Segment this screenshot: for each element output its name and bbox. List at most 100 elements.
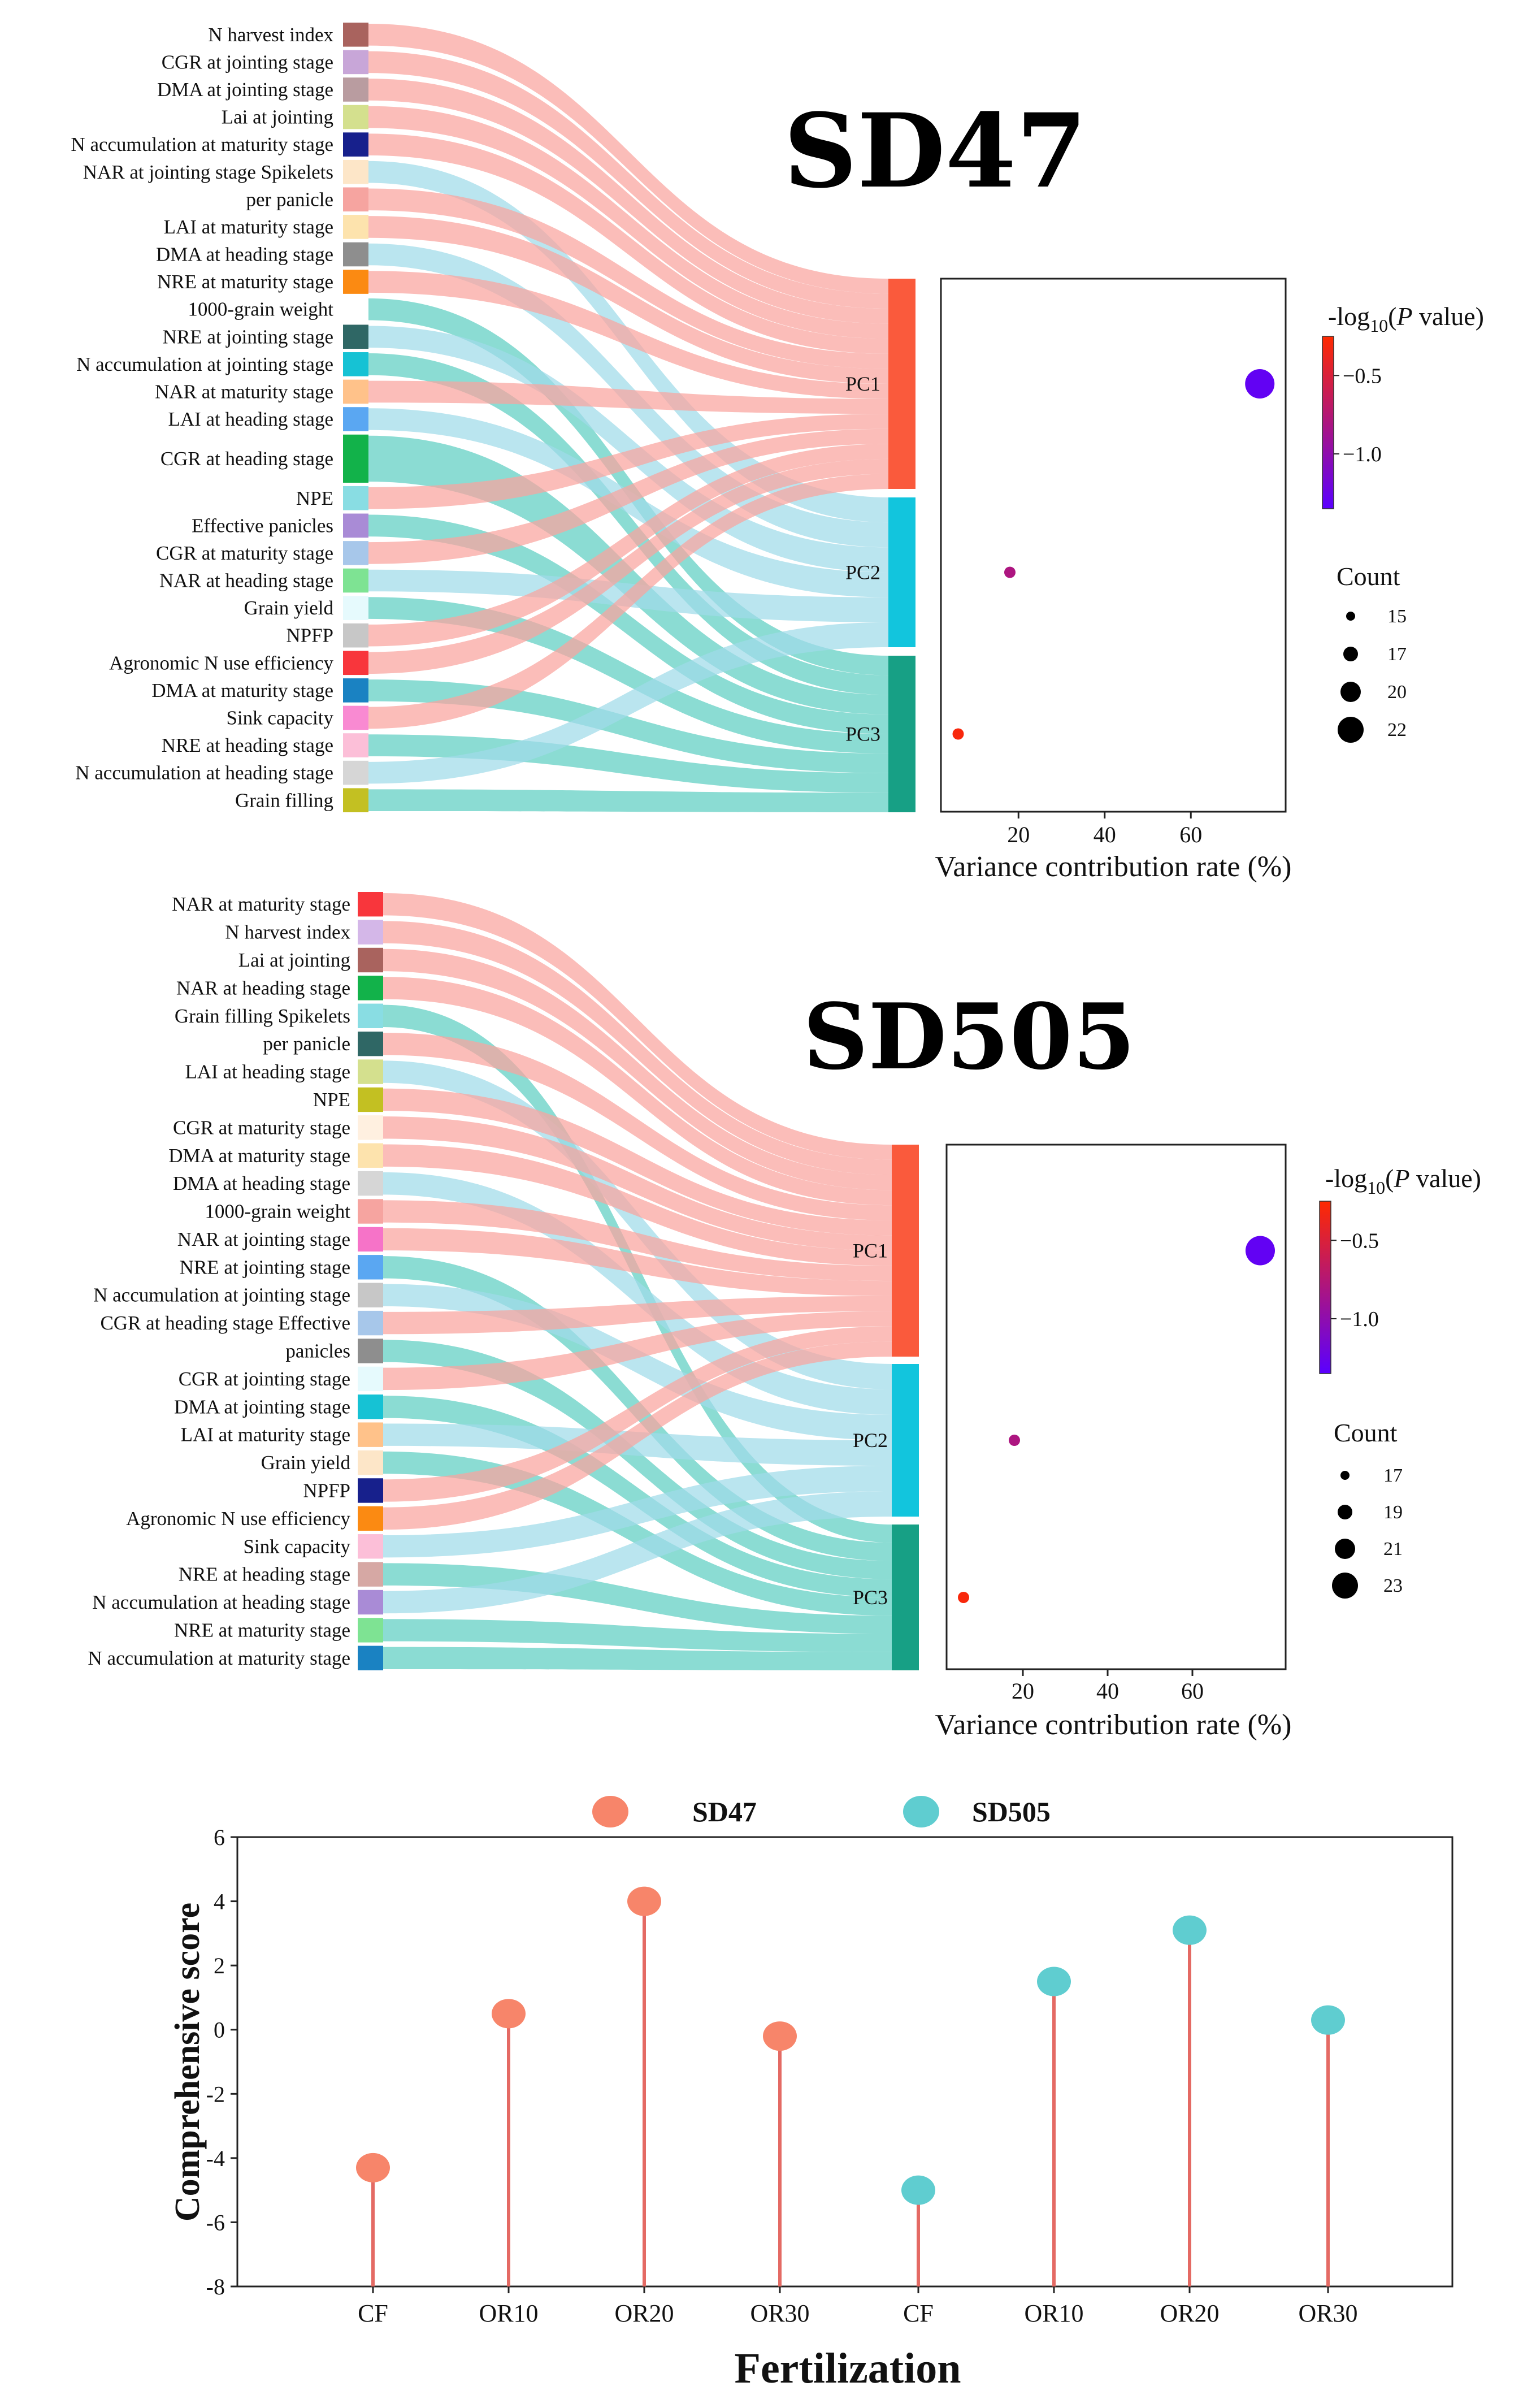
sankey-left-label: NRE at heading stage [179, 1564, 350, 1586]
sankey-link [383, 949, 892, 1190]
sankey-left-node [343, 651, 368, 675]
count-legend-label: 23 [1383, 1575, 1403, 1596]
sankey-link [383, 1491, 892, 1614]
score-point-sd47 [492, 1999, 526, 2029]
sd47-bubble-xticks: 20 40 60 [1007, 812, 1202, 847]
sankey-left-node [343, 760, 368, 785]
sankey-left-node [358, 1003, 383, 1028]
sankey-link [383, 1032, 892, 1220]
sankey-link [368, 353, 888, 695]
sankey-left-node [343, 434, 368, 483]
sd505-colorbar-title: -log10(P value) [1325, 1164, 1481, 1198]
sankey-left-label: Grain filling Spikelets [175, 1005, 350, 1027]
sankey-link [383, 1619, 892, 1652]
sankey-left-label: Grain filling [235, 789, 333, 811]
count-legend-label: 17 [1387, 644, 1407, 665]
bubble-xtick-label: 40 [1096, 1678, 1119, 1704]
sankey-left-label: Grain yield [261, 1452, 351, 1474]
sankey-link [368, 106, 888, 339]
score-stems [371, 1901, 1330, 2286]
score-ytick-label: -8 [206, 2274, 225, 2299]
sankey-left-label: N harvest index [225, 921, 350, 943]
count-legend-dot [1335, 1539, 1355, 1559]
sankey-link [383, 1423, 892, 1466]
sankey-left-label: NAR at maturity stage [172, 893, 350, 915]
sd47-colorbar [1322, 336, 1334, 509]
sd505-bubble-xlabel: Variance contribution rate (%) [935, 1709, 1292, 1741]
sankey-left-node [343, 788, 368, 812]
bubble-xtick-label: 60 [1181, 1678, 1204, 1704]
colorbar-tick-label: −0.5 [1340, 1229, 1379, 1253]
sankey-left-node [358, 1450, 383, 1475]
sankey-left-node [358, 1339, 383, 1363]
sankey-pc-label: PC1 [853, 1240, 888, 1262]
sankey-left-node [358, 1645, 383, 1670]
sankey-left-node [358, 1506, 383, 1531]
score-xtick-label: OR10 [1024, 2299, 1083, 2327]
sankey-left-node [343, 705, 368, 730]
sankey-link [368, 514, 888, 734]
sankey-left-node [358, 1255, 383, 1280]
sd505-links [383, 893, 892, 1670]
sankey-left-node [343, 77, 368, 102]
sankey-link [368, 622, 888, 784]
sankey-link [383, 1296, 892, 1335]
score-ytick-label: 4 [214, 1889, 225, 1915]
sankey-link [383, 1060, 892, 1389]
sankey-left-node [343, 324, 368, 349]
sd505-colorbar [1319, 1201, 1331, 1374]
sankey-left-label: N harvest index [208, 24, 333, 46]
sankey-left-label: CGR at jointing stage [179, 1368, 350, 1390]
sankey-pc-label: PC3 [853, 1586, 888, 1609]
sankey-pc-label: PC3 [845, 723, 880, 746]
sankey-link [383, 1396, 892, 1597]
score-xtick-label: OR20 [614, 2299, 674, 2327]
score-xtick-label: OR30 [1298, 2299, 1357, 2327]
sankey-left-node [358, 1059, 383, 1084]
sankey-link [383, 1116, 892, 1251]
score-xtick-label: OR30 [750, 2299, 809, 2327]
sankey-left-node [358, 976, 383, 1001]
sankey-link [368, 51, 888, 309]
count-legend-dot [1340, 1471, 1350, 1480]
colorbar-tick-label: −1.0 [1343, 443, 1382, 466]
sankey-link [368, 597, 888, 754]
sankey-left-node [358, 1115, 383, 1140]
legend-marker-sd47 [592, 1796, 628, 1827]
sankey-left-label: N accumulation at jointing stage [93, 1284, 350, 1306]
sd47-count-legend: 15 17 20 22 [1338, 606, 1407, 743]
sd47-count-title: Count [1337, 562, 1400, 591]
count-legend-label: 20 [1387, 682, 1407, 703]
sankey-left-label: LAI at maturity stage [164, 216, 333, 238]
count-legend-label: 22 [1387, 720, 1407, 740]
sankey-link [383, 1340, 892, 1579]
score-point-sd505 [1037, 1967, 1071, 1996]
bubble-xtick-label: 60 [1179, 822, 1202, 847]
sankey-link [383, 1144, 892, 1266]
legend-label-sd505: SD505 [972, 1796, 1051, 1827]
count-legend-dot [1338, 717, 1364, 743]
sd505-count-title: Count [1334, 1418, 1398, 1447]
sankey-link [383, 977, 892, 1206]
sankey-link [368, 428, 888, 564]
sankey-left-label: CGR at heading stage Effective [100, 1312, 350, 1334]
sd505-bubble-xticks: 20 40 60 [1012, 1669, 1204, 1704]
sd505-left-nodes [358, 892, 383, 1670]
sankey-left-node [358, 1087, 383, 1112]
sankey-link [368, 188, 888, 369]
score-ytick-label: -4 [206, 2146, 225, 2171]
sd505-pc-nodes: PC1 PC2 PC3 [853, 1145, 919, 1670]
sankey-left-node [343, 623, 368, 648]
colorbar-tick-label: −0.5 [1343, 364, 1382, 388]
sankey-left-node [343, 215, 368, 239]
sankey-link [383, 893, 892, 1160]
sankey-left-label: NRE at jointing stage [163, 326, 333, 348]
score-ylabel: Comprehensive score [168, 1903, 207, 2221]
sankey-left-node [358, 1618, 383, 1643]
sankey-left-label: Lai at jointing [238, 949, 350, 971]
sd47-pc-nodes: PC1 PC2 PC3 [845, 279, 915, 812]
sankey-left-label: N accumulation at heading stage [92, 1591, 350, 1613]
sankey-left-node [343, 733, 368, 757]
sankey-left-node [343, 379, 368, 404]
sd505-left-labels: NAR at maturity stage N harvest index Lai … [88, 893, 350, 1669]
